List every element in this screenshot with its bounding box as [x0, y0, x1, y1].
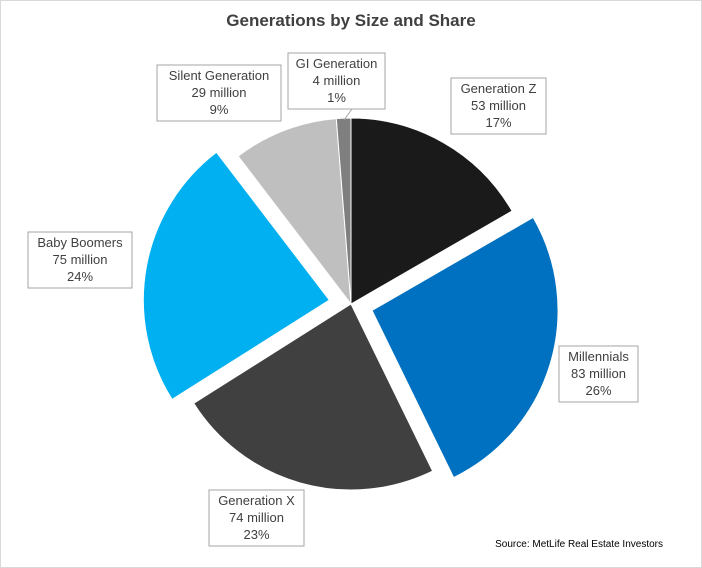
data-label-value: 74 million — [229, 510, 284, 525]
data-label-name: Generation Z — [461, 81, 537, 96]
data-label-name: Baby Boomers — [37, 235, 123, 250]
data-label-box — [558, 345, 639, 403]
data-label-name: Generation X — [218, 493, 295, 508]
data-label-percent: 9% — [210, 102, 229, 117]
pie-slice-millennials — [371, 216, 559, 479]
data-label-box — [287, 52, 386, 110]
data-label-box — [156, 64, 282, 122]
pie-slice-generation-x — [193, 303, 434, 491]
data-label-percent: 1% — [327, 90, 346, 105]
data-label-percent: 26% — [585, 383, 611, 398]
data-label-name: GI Generation — [296, 56, 378, 71]
pie-slice-gi-generation — [335, 117, 352, 305]
pie-slices — [142, 117, 559, 491]
data-label-percent: 17% — [485, 115, 511, 130]
chart-source: Source: MetLife Real Estate Investors — [495, 539, 663, 550]
pie-slice-silent-generation — [237, 118, 352, 306]
data-label-name: Silent Generation — [169, 68, 269, 83]
pie-slice-generation-z — [350, 117, 513, 305]
data-label-value: 4 million — [313, 73, 361, 88]
data-label-value: 29 million — [192, 85, 247, 100]
chart-title: Generations by Size and Share — [226, 11, 476, 30]
data-label-percent: 23% — [243, 527, 269, 542]
pie-labels: Generation Z 53 million 17% Millennials 83 m… — [27, 52, 639, 547]
data-label-box — [27, 231, 133, 289]
data-label-name: Millennials — [568, 349, 629, 364]
pie-slice-baby-boomers — [142, 151, 331, 401]
data-label-box — [208, 489, 305, 547]
data-label-value: 75 million — [53, 252, 108, 267]
data-label-value: 83 million — [571, 366, 626, 381]
data-label-percent: 24% — [67, 269, 93, 284]
data-label-value: 53 million — [471, 98, 526, 113]
data-label-box — [450, 77, 547, 135]
leader-line — [343, 108, 353, 121]
